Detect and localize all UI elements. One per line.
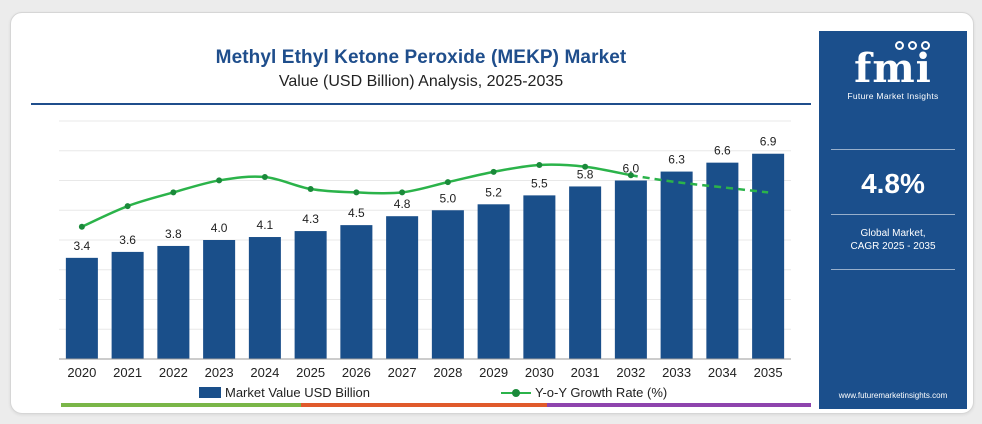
- cagr-label: Global Market, CAGR 2025 - 2035: [819, 227, 967, 253]
- bar-2031: [569, 186, 602, 359]
- bar-2027: [386, 216, 419, 359]
- growth-point-2020: [78, 223, 85, 230]
- header-divider: [31, 103, 811, 105]
- growth-point-2032: [627, 172, 634, 179]
- growth-point-2025: [307, 186, 314, 192]
- x-tick-2021: 2021: [113, 365, 142, 380]
- legend-line-swatch: [501, 387, 531, 399]
- bar-2020: [65, 257, 98, 359]
- growth-point-2029: [490, 168, 497, 175]
- bottom-bar-segment-orange: [301, 403, 547, 407]
- cagr-value: 4.8%: [861, 168, 925, 199]
- chart-subtitle: Value (USD Billion) Analysis, 2025-2035: [278, 73, 564, 90]
- data-label-2032: 6.0: [623, 162, 640, 176]
- bar-2030: [523, 195, 556, 359]
- data-label-2030: 5.5: [531, 176, 548, 190]
- data-label-2031: 5.8: [577, 167, 594, 181]
- data-label-2028: 5.0: [440, 191, 457, 205]
- bottom-color-bar: [61, 403, 811, 407]
- side-divider-middle: [831, 214, 955, 215]
- x-tick-2024: 2024: [250, 365, 279, 380]
- side-panel: fmi Future Market Insights 4.8% Global M…: [819, 31, 967, 409]
- growth-point-2022: [170, 189, 177, 196]
- bar-2029: [477, 204, 510, 359]
- x-tick-2033: 2033: [662, 365, 691, 380]
- bar-2022: [157, 245, 190, 359]
- logo-subtitle: Future Market Insights: [847, 91, 939, 101]
- chart-panel: Methyl Ethyl Ketone Peroxide (MEKP) Mark…: [31, 31, 811, 409]
- x-tick-2032: 2032: [616, 365, 645, 380]
- bar-2023: [203, 240, 236, 359]
- growth-point-2031: [582, 163, 589, 170]
- growth-point-2021: [124, 203, 131, 210]
- bar-2026: [340, 225, 373, 359]
- growth-line-projected: [630, 174, 769, 194]
- website-link[interactable]: www.futuremarketinsights.com: [838, 391, 948, 400]
- bar-2032: [614, 180, 647, 359]
- bar-2021: [111, 251, 144, 359]
- bar-2028: [431, 210, 464, 359]
- x-tick-2029: 2029: [479, 365, 508, 380]
- growth-point-2027: [399, 189, 406, 196]
- x-tick-2027: 2027: [388, 365, 417, 380]
- growth-point-2026: [353, 189, 360, 196]
- data-label-2023: 4.0: [211, 221, 228, 235]
- growth-point-2023: [216, 177, 223, 184]
- data-label-2027: 4.8: [394, 197, 411, 211]
- x-tick-2035: 2035: [754, 365, 783, 380]
- legend-bar-swatch: [199, 387, 221, 398]
- x-tick-2023: 2023: [205, 365, 234, 380]
- chart-title: Methyl Ethyl Ketone Peroxide (MEKP) Mark…: [215, 47, 627, 68]
- growth-point-2028: [444, 179, 451, 186]
- side-divider-bottom: [831, 269, 955, 270]
- side-divider-top: [831, 149, 955, 150]
- logo-text: fmi: [854, 45, 932, 92]
- x-tick-2020: 2020: [67, 365, 96, 380]
- data-label-2025: 4.3: [302, 212, 319, 226]
- cagr-label-line1: Global Market,: [860, 228, 926, 239]
- bar-2025: [294, 231, 327, 359]
- bottom-bar-segment-green: [61, 403, 301, 407]
- chart-plot: 3.4 2020 3.6 2021 3.8 2022 4.0 2023 4.1 2024 4.3 20…: [59, 120, 791, 380]
- x-tick-2022: 2022: [159, 365, 188, 380]
- cagr-label-line2: CAGR 2025 - 2035: [850, 241, 936, 252]
- data-label-2022: 3.8: [165, 227, 182, 241]
- bar-2024: [248, 237, 281, 359]
- logo-people-icon: [857, 41, 967, 51]
- growth-point-2030: [536, 162, 543, 168]
- x-tick-2031: 2031: [571, 365, 600, 380]
- data-label-2026: 4.5: [348, 206, 365, 220]
- data-label-2035: 6.9: [760, 135, 777, 149]
- fmi-logo: fmi Future Market Insights: [819, 41, 967, 101]
- bar-2035: [752, 153, 785, 359]
- x-tick-2025: 2025: [296, 365, 325, 380]
- bar-2033: [660, 171, 693, 359]
- legend-label-market-value: Market Value USD Billion: [225, 385, 370, 400]
- data-label-2020: 3.4: [74, 239, 91, 253]
- x-tick-2028: 2028: [433, 365, 462, 380]
- data-label-2024: 4.1: [257, 218, 274, 232]
- data-label-2029: 5.2: [485, 185, 502, 199]
- x-tick-2026: 2026: [342, 365, 371, 380]
- chart-legend: Market Value USD Billion Y-o-Y Growth Ra…: [31, 385, 811, 405]
- x-tick-2030: 2030: [525, 365, 554, 380]
- x-tick-2034: 2034: [708, 365, 737, 380]
- data-label-2033: 6.3: [668, 153, 685, 167]
- bottom-bar-segment-purple: [547, 403, 811, 407]
- bar-2034: [706, 162, 739, 359]
- legend-label-growth-rate: Y-o-Y Growth Rate (%): [535, 385, 668, 400]
- legend-item-market-value: Market Value USD Billion: [199, 385, 370, 400]
- data-label-2021: 3.6: [119, 233, 136, 247]
- chart-card: Methyl Ethyl Ketone Peroxide (MEKP) Mark…: [10, 12, 974, 414]
- legend-item-growth-rate: Y-o-Y Growth Rate (%): [501, 385, 667, 400]
- growth-point-2024: [261, 174, 268, 180]
- data-label-2034: 6.6: [714, 144, 731, 158]
